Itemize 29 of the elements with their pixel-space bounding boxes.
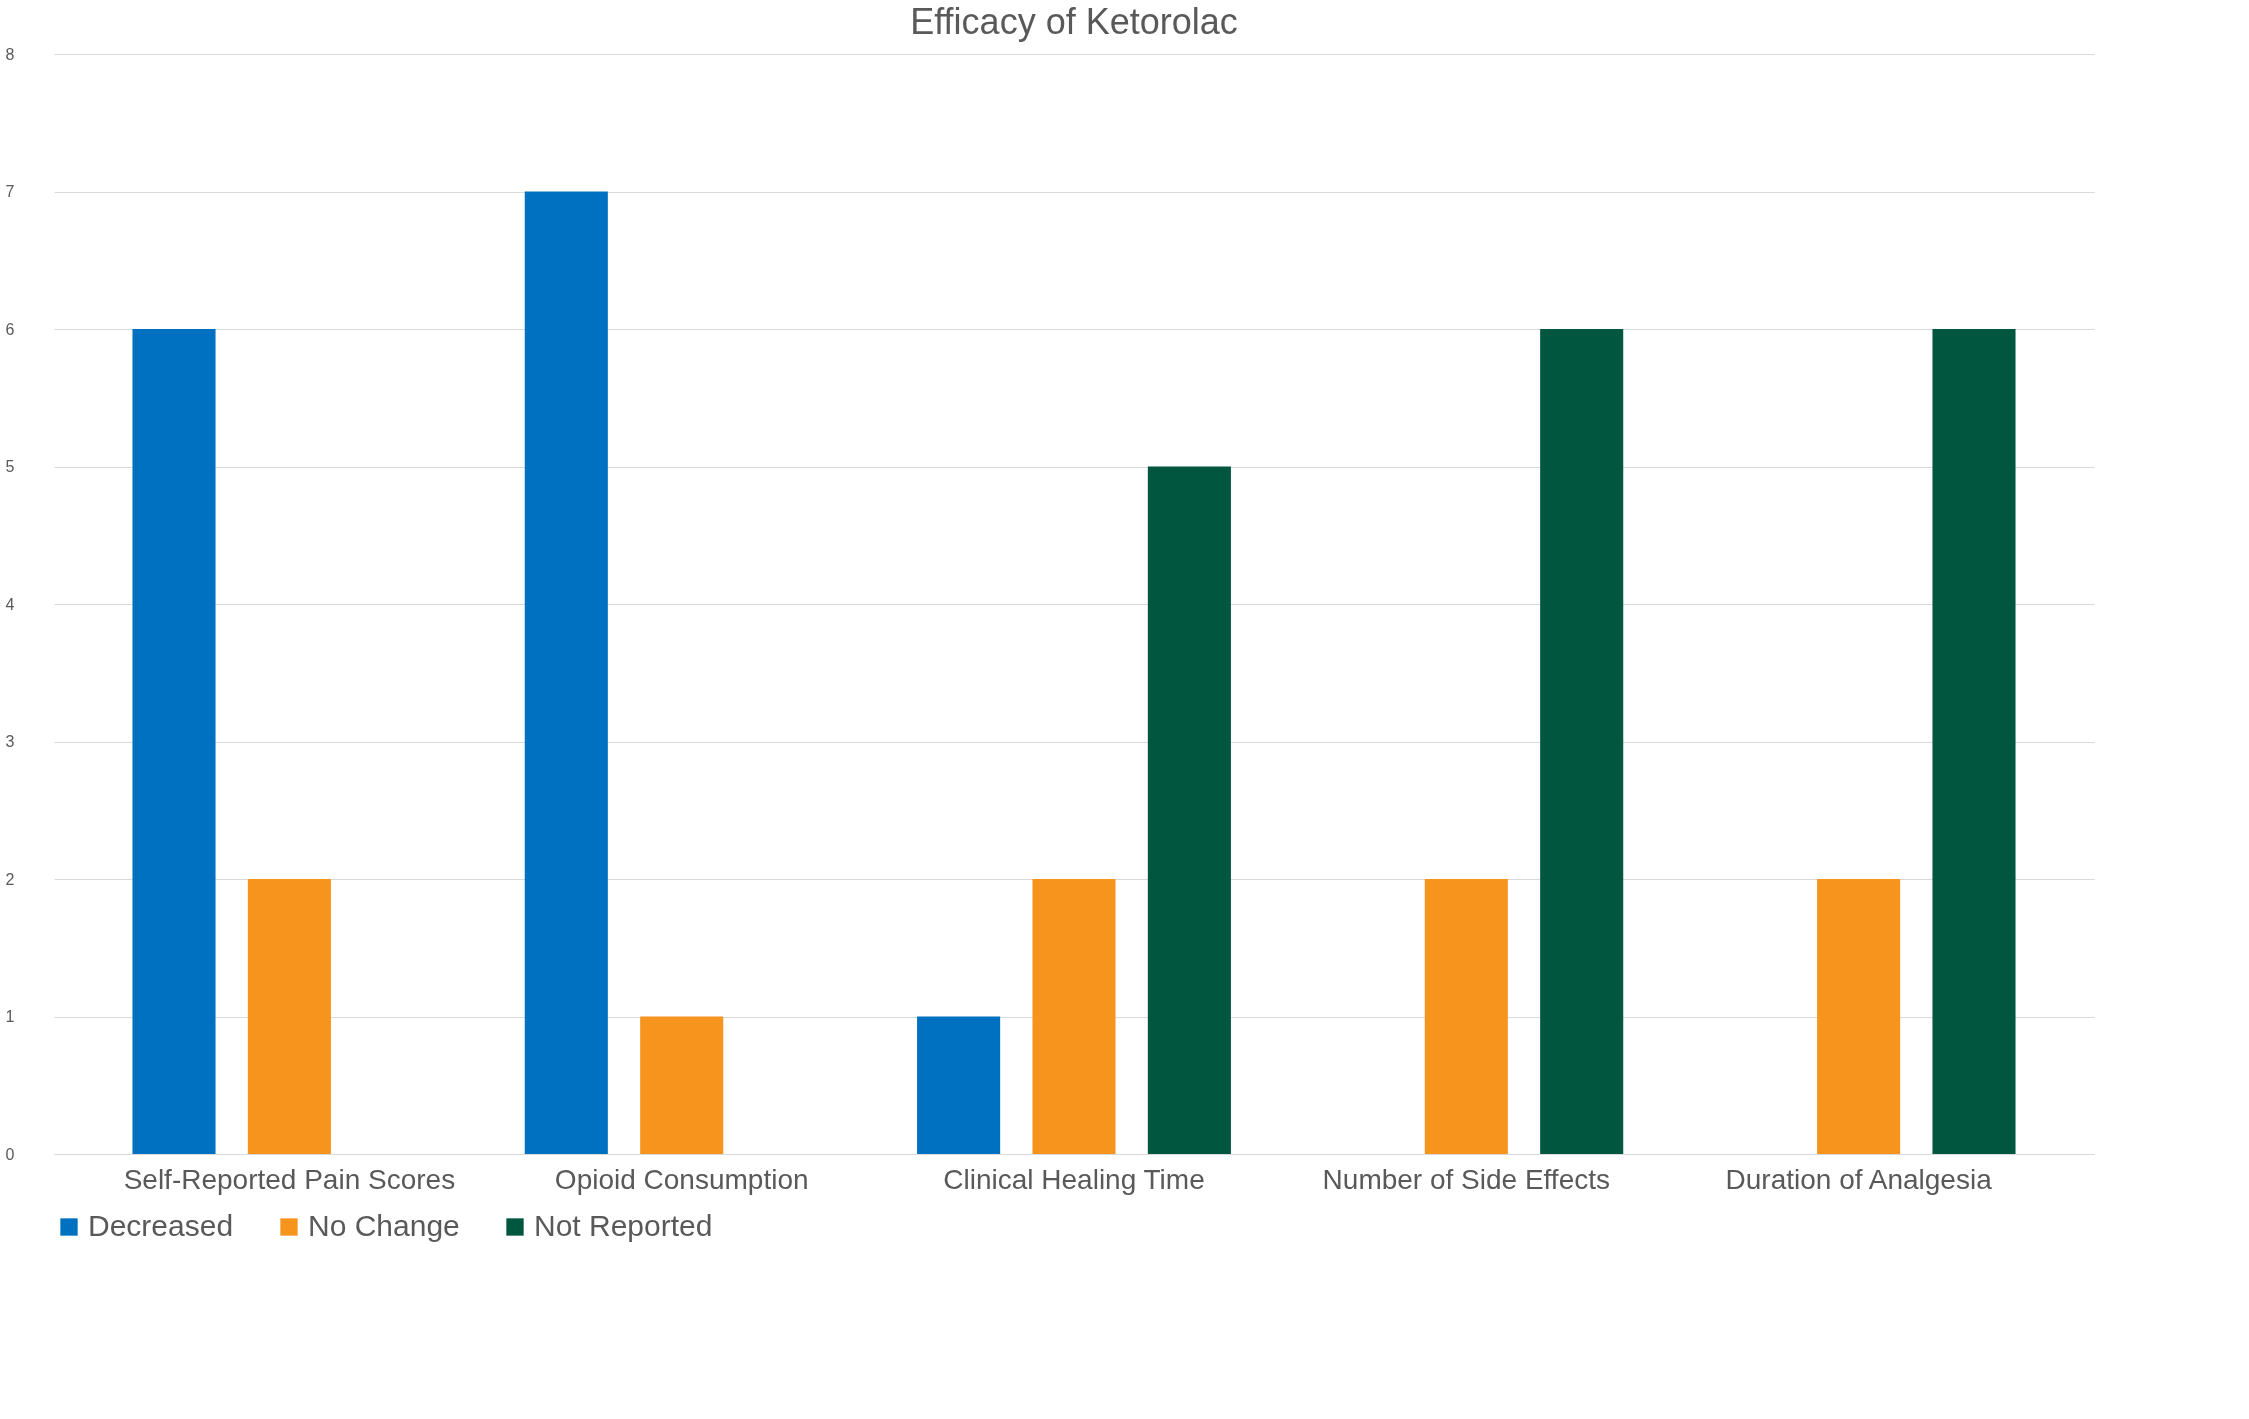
x-tick-label: Self-Reported Pain Scores	[123, 1163, 456, 1195]
y-tick-label: 5	[5, 458, 15, 475]
x-tick-label: Number of Side Effects	[1322, 1163, 1611, 1195]
bar	[247, 879, 331, 1154]
bar	[640, 1016, 724, 1154]
bar	[917, 1016, 1001, 1154]
y-tick-label: 0	[5, 1145, 15, 1163]
bar	[1817, 879, 1901, 1154]
bar	[1540, 329, 1624, 1154]
bar	[1147, 466, 1231, 1154]
legend-label: Not Reported	[534, 1209, 713, 1242]
bar	[132, 329, 216, 1154]
y-tick-label: 8	[5, 45, 15, 63]
bar	[1032, 879, 1116, 1154]
x-tick-label: Duration of Analgesia	[1725, 1163, 1993, 1195]
y-tick-label: 7	[5, 183, 15, 200]
legend-label: Decreased	[88, 1209, 234, 1242]
bar	[1932, 329, 2016, 1154]
y-tick-label: 6	[5, 320, 15, 338]
x-tick-label: Clinical Healing Time	[943, 1163, 1205, 1195]
chart-title: Efficacy of Ketorolac	[910, 1, 1238, 42]
y-tick-label: 4	[5, 595, 15, 613]
y-tick-label: 1	[5, 1008, 15, 1025]
legend-label: No Change	[308, 1209, 460, 1242]
y-tick-label: 2	[5, 870, 15, 888]
y-tick-label: 3	[5, 733, 15, 750]
bar	[1424, 879, 1508, 1154]
bar	[524, 191, 608, 1154]
x-tick-label: Opioid Consumption	[554, 1163, 809, 1195]
